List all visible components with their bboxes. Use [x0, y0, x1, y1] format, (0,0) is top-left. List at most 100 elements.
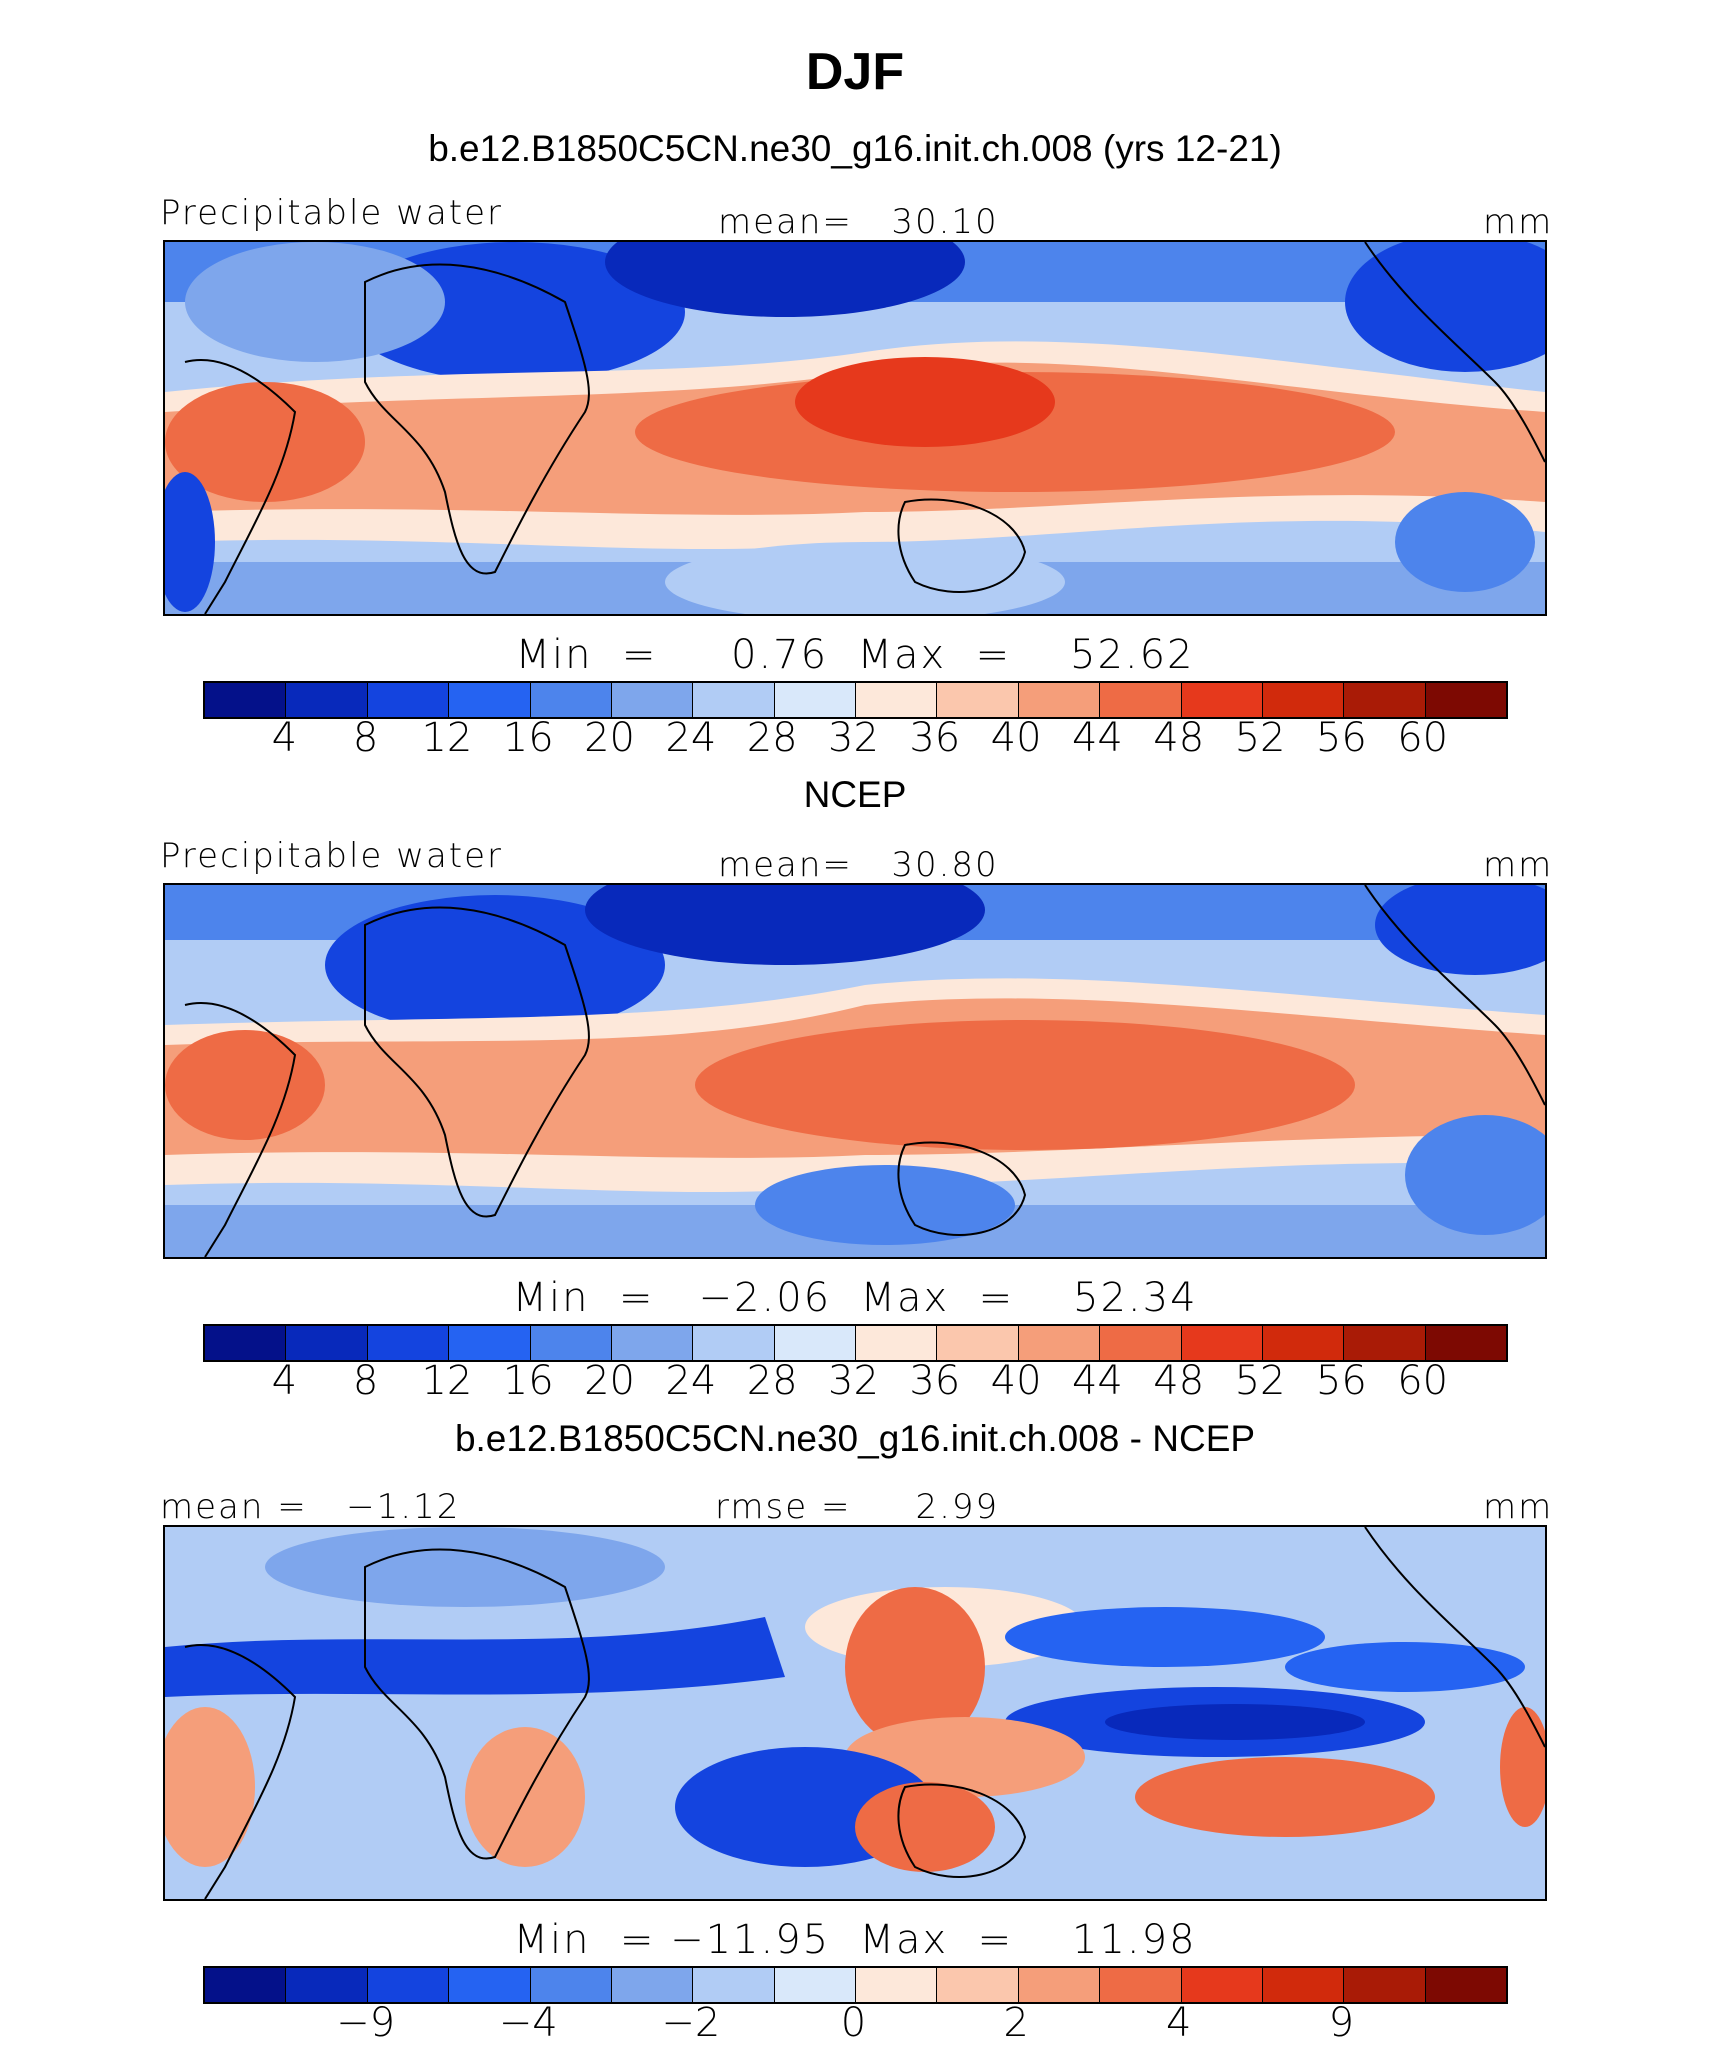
colorbar-swatch [856, 683, 938, 717]
colorbar-swatch [1425, 1968, 1506, 2002]
panel-2-mean-label: mean= 30.80 [718, 845, 999, 885]
panel-2-map [163, 883, 1547, 1259]
panel-1-variable-label: Precipitable water [160, 193, 504, 233]
colorbar-tick-label: −4 [498, 2000, 558, 2046]
colorbar-tick-label: 60 [1397, 715, 1449, 761]
colorbar-tick-label: 28 [746, 1358, 798, 1404]
colorbar-tick-label: 4 [271, 715, 298, 761]
colorbar-swatch [1181, 1326, 1263, 1360]
colorbar-swatch [286, 1968, 368, 2002]
colorbar-swatch [611, 1326, 694, 1360]
colorbar-tick-label: 44 [1071, 1358, 1123, 1404]
panel-3-title: b.e12.B1850C5CN.ne30_g16.init.ch.008 - N… [454, 1418, 1256, 1459]
colorbar-tick-label: 16 [502, 1358, 554, 1404]
panel-2-colorbar-ticks: 4 8 12 16 20 24 28 32 36 40 44 48 52 56 60 [203, 1358, 1504, 1404]
colorbar-tick-label: 40 [990, 1358, 1042, 1404]
colorbar-tick-label: 56 [1315, 715, 1367, 761]
colorbar-swatch [286, 1326, 368, 1360]
colorbar-swatch [693, 683, 775, 717]
colorbar-tick-label: 4 [1166, 2000, 1192, 2046]
panel-1-title: b.e12.B1850C5CN.ne30_g16.init.ch.008 (yr… [428, 128, 1282, 169]
panel-2-title: NCEP [803, 774, 907, 815]
colorbar-swatch [774, 1968, 856, 2002]
colorbar-tick-label: 56 [1315, 1358, 1367, 1404]
main-title: DJF [805, 43, 905, 101]
colorbar-tick-label: 12 [421, 715, 473, 761]
colorbar-swatch [530, 683, 612, 717]
colorbar-swatch [693, 1326, 775, 1360]
colorbar-tick-label: 32 [828, 715, 879, 761]
colorbar-tick-label: −2 [661, 2000, 721, 2046]
colorbar-swatch [1425, 683, 1506, 717]
panel-2-minmax: Min = −2.06 Max = 52.34 [512, 1275, 1198, 1321]
colorbar-tick-label: 48 [1153, 715, 1205, 761]
panel-3-map [163, 1525, 1547, 1901]
colorbar-tick-label: 52 [1234, 715, 1286, 761]
colorbar-swatch [205, 1326, 287, 1360]
colorbar-swatch [530, 1326, 612, 1360]
panel-2-units-label: mm [1483, 845, 1554, 885]
colorbar-swatch [367, 683, 450, 717]
panel-3-rmse-label: rmse = 2.99 [715, 1487, 1000, 1527]
colorbar-swatch [1100, 1326, 1182, 1360]
colorbar-swatch [367, 1968, 450, 2002]
colorbar-swatch [937, 1968, 1019, 2002]
colorbar-swatch [1425, 1326, 1506, 1360]
colorbar-tick-label: 4 [271, 1358, 298, 1404]
colorbar-tick-label: 20 [584, 1358, 636, 1404]
ncep-precipitable-water-map [165, 885, 1545, 1257]
panel-1-minmax: Min = 0.76 Max = 52.62 [515, 632, 1195, 678]
colorbar-tick-label: 8 [352, 715, 379, 761]
colorbar-swatch [205, 683, 287, 717]
colorbar-tick-label: 0 [840, 2000, 867, 2046]
colorbar-tick-label: 40 [990, 715, 1042, 761]
colorbar-tick-label: 28 [746, 715, 798, 761]
colorbar-swatch [1262, 1326, 1345, 1360]
colorbar-swatch [611, 683, 694, 717]
colorbar-tick-label: 36 [909, 1358, 961, 1404]
panel-3-colorbar-ticks: −9 −4 −2 0 2 4 9 [203, 2000, 1504, 2046]
colorbar-swatch [937, 683, 1019, 717]
panel-2-colorbar [203, 1324, 1508, 1362]
colorbar-tick-label: 60 [1397, 1358, 1449, 1404]
colorbar-swatch [856, 1968, 938, 2002]
colorbar-swatch [1262, 683, 1345, 717]
colorbar-tick-label: 16 [502, 715, 554, 761]
colorbar-tick-label: 8 [352, 1358, 379, 1404]
panel-1-mean-label: mean= 30.10 [718, 202, 999, 242]
colorbar-swatch [774, 683, 856, 717]
difference-map [165, 1527, 1545, 1899]
colorbar-swatch [1100, 683, 1182, 717]
colorbar-swatch [937, 1326, 1019, 1360]
panel-3-units-label: mm [1483, 1487, 1554, 1527]
colorbar-tick-label: 24 [665, 715, 717, 761]
colorbar-swatch [449, 683, 531, 717]
colorbar-tick-label: 32 [828, 1358, 879, 1404]
colorbar-tick-label: 44 [1071, 715, 1123, 761]
colorbar-swatch [611, 1968, 694, 2002]
colorbar-swatch [856, 1326, 938, 1360]
colorbar-swatch [1100, 1968, 1182, 2002]
colorbar-swatch [1018, 1968, 1101, 2002]
colorbar-swatch [1181, 1968, 1263, 2002]
colorbar-swatch [367, 1326, 450, 1360]
colorbar-swatch [530, 1968, 612, 2002]
panel-3-colorbar [203, 1966, 1508, 2004]
colorbar-swatch [286, 683, 368, 717]
colorbar-tick-label: 52 [1234, 1358, 1286, 1404]
panel-1-colorbar-ticks: 4 8 12 16 20 24 28 32 36 40 44 48 52 56 60 [203, 715, 1504, 761]
colorbar-swatch [1262, 1968, 1345, 2002]
colorbar-swatch [1344, 1968, 1426, 2002]
colorbar-swatch [1181, 683, 1263, 717]
panel-1-map [163, 240, 1547, 616]
colorbar-tick-label: 48 [1153, 1358, 1205, 1404]
panel-1-colorbar [203, 681, 1508, 719]
colorbar-swatch [1018, 683, 1101, 717]
colorbar-swatch [449, 1968, 531, 2002]
colorbar-tick-label: −9 [336, 2000, 396, 2046]
colorbar-swatch [774, 1326, 856, 1360]
colorbar-tick-label: 24 [665, 1358, 717, 1404]
panel-1-units-label: mm [1483, 202, 1554, 242]
colorbar-tick-label: 12 [421, 1358, 473, 1404]
colorbar-swatch [205, 1968, 287, 2002]
